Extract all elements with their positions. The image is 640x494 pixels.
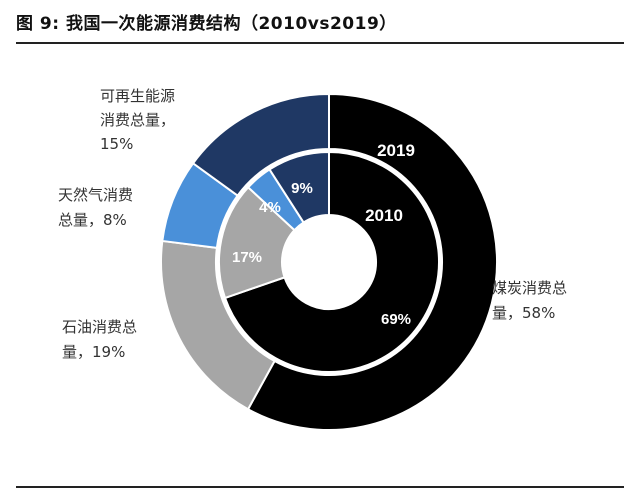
outer-ring-year-label: 2019 <box>377 141 415 160</box>
outer-ring-slice-renew <box>191 92 330 197</box>
chart-title-row: 图 9: 我国一次能源消费结构（2010vs2019） <box>16 9 624 39</box>
inner-ring-label-coal: 69% <box>381 311 411 328</box>
donut-hole <box>282 215 376 309</box>
outer-ring-label-gas: 天然气消费总量，8% <box>58 186 133 229</box>
outer-ring-slice-coal <box>246 92 498 431</box>
outer-ring-label-oil: 石油消费总量，19% <box>62 318 137 361</box>
bottom-rule <box>16 486 624 488</box>
top-rule <box>16 42 624 44</box>
inner-ring-label-oil: 17% <box>232 249 262 266</box>
inner-ring-year-label: 2010 <box>365 206 403 225</box>
outer-ring-label-renew: 可再生能源消费总量， 15% <box>100 87 175 153</box>
inner-ring-label-renew: 9% <box>291 180 313 197</box>
inner-ring-label-gas: 4% <box>259 199 281 216</box>
outer-ring-label-coal: 煤炭消费总量，58% <box>492 279 567 322</box>
chart-title: 图 9: 我国一次能源消费结构（2010vs2019） <box>16 14 397 34</box>
